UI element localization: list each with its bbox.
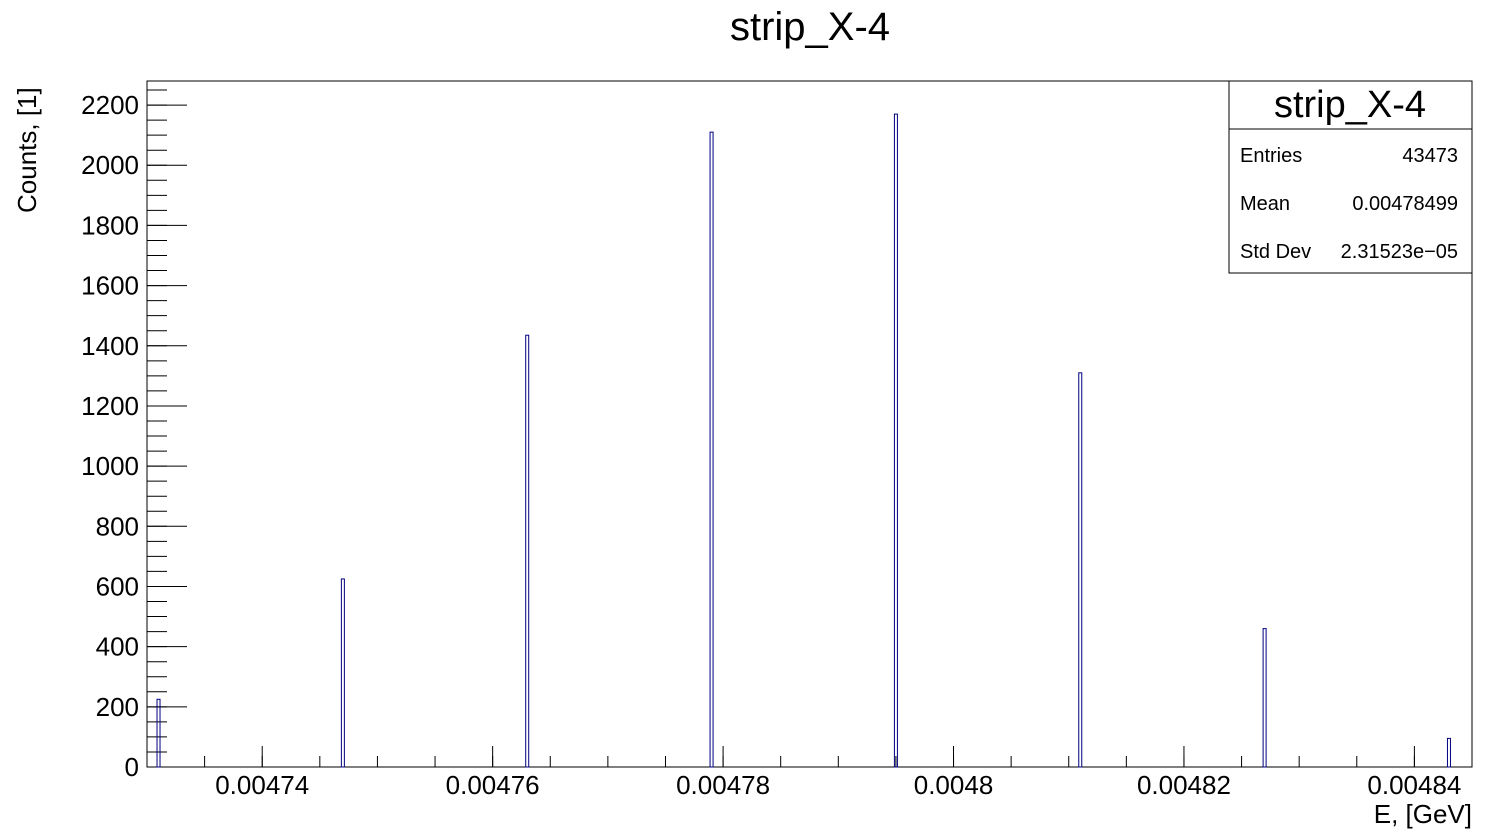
x-axis: 0.00474 0.00476 0.00478 0.0048 0.00482 0.0048… [146, 746, 1473, 800]
chart-title: strip_X-4 [730, 5, 890, 49]
y-tick-label: 2200 [81, 90, 139, 120]
stats-stddev-label: Std Dev [1240, 241, 1311, 263]
x-tick-label: 0.00482 [1137, 770, 1231, 800]
stats-mean-label: Mean [1240, 193, 1290, 215]
histogram-bar [1262, 628, 1267, 768]
y-axis-title: Counts, [1] [12, 87, 42, 213]
x-axis-title: E, [GeV] [1374, 799, 1472, 829]
y-tick-label: 800 [96, 511, 139, 541]
stats-entries-value: 43473 [1402, 145, 1458, 167]
y-tick-label: 200 [96, 692, 139, 722]
plot-frame [146, 80, 1473, 768]
histogram-bar [709, 131, 714, 768]
stats-box-title: strip_X-4 [1274, 84, 1426, 126]
stats-entries-label: Entries [1240, 145, 1302, 167]
y-tick-label: 0 [125, 752, 139, 782]
y-tick-label: 400 [96, 632, 139, 662]
histogram-bar [525, 334, 530, 768]
x-tick-label: 0.00478 [676, 770, 770, 800]
x-tick-label: 0.0048 [914, 770, 994, 800]
x-tick-label: 0.00474 [215, 770, 309, 800]
stats-mean-value: 0.00478499 [1352, 193, 1458, 215]
histogram-bar [340, 578, 345, 768]
y-tick-label: 1400 [81, 331, 139, 361]
y-tick-label: 1600 [81, 271, 139, 301]
histogram-bars [156, 113, 1451, 768]
y-tick-label: 1800 [81, 210, 139, 240]
x-tick-label: 0.00476 [446, 770, 540, 800]
y-tick-label: 1200 [81, 391, 139, 421]
histogram-bar [893, 113, 898, 768]
y-axis: 0 200 400 600 800 1000 1200 1400 1600 1800 2000 220… [81, 89, 187, 782]
y-tick-label: 600 [96, 571, 139, 601]
stats-box: strip_X-4 Entries 43473 Mean 0.00478499 … [1228, 80, 1473, 274]
stats-box-frame [1228, 80, 1473, 274]
y-tick-label: 2000 [81, 150, 139, 180]
stats-stddev-value: 2.31523e−05 [1341, 241, 1458, 263]
histogram-bar [156, 698, 161, 768]
y-tick-label: 1000 [81, 451, 139, 481]
histogram-bar [1078, 372, 1083, 768]
histogram-bar [1446, 737, 1451, 768]
x-tick-label: 0.00484 [1367, 770, 1461, 800]
